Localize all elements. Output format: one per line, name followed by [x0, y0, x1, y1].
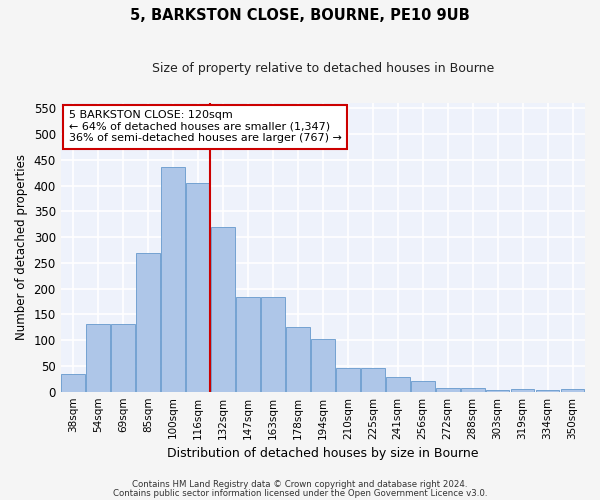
Text: Contains HM Land Registry data © Crown copyright and database right 2024.: Contains HM Land Registry data © Crown c… — [132, 480, 468, 489]
Bar — [211, 227, 235, 392]
Bar — [311, 338, 335, 392]
Bar — [560, 389, 584, 392]
Bar — [136, 252, 160, 392]
Bar — [411, 382, 434, 392]
Bar — [386, 376, 410, 392]
Bar — [361, 368, 385, 392]
Bar — [86, 324, 110, 392]
Bar — [111, 324, 135, 392]
Bar — [436, 388, 460, 392]
Title: Size of property relative to detached houses in Bourne: Size of property relative to detached ho… — [152, 62, 494, 76]
Bar — [61, 374, 85, 392]
Text: 5 BARKSTON CLOSE: 120sqm
← 64% of detached houses are smaller (1,347)
36% of sem: 5 BARKSTON CLOSE: 120sqm ← 64% of detach… — [68, 110, 341, 144]
Text: 5, BARKSTON CLOSE, BOURNE, PE10 9UB: 5, BARKSTON CLOSE, BOURNE, PE10 9UB — [130, 8, 470, 22]
Bar — [336, 368, 359, 392]
Bar — [486, 390, 509, 392]
X-axis label: Distribution of detached houses by size in Bourne: Distribution of detached houses by size … — [167, 447, 479, 460]
Bar — [236, 298, 260, 392]
Bar — [261, 298, 285, 392]
Bar — [286, 328, 310, 392]
Y-axis label: Number of detached properties: Number of detached properties — [15, 154, 28, 340]
Text: Contains public sector information licensed under the Open Government Licence v3: Contains public sector information licen… — [113, 488, 487, 498]
Bar — [161, 168, 185, 392]
Bar — [511, 389, 535, 392]
Bar — [536, 390, 559, 392]
Bar — [186, 183, 210, 392]
Bar — [461, 388, 485, 392]
